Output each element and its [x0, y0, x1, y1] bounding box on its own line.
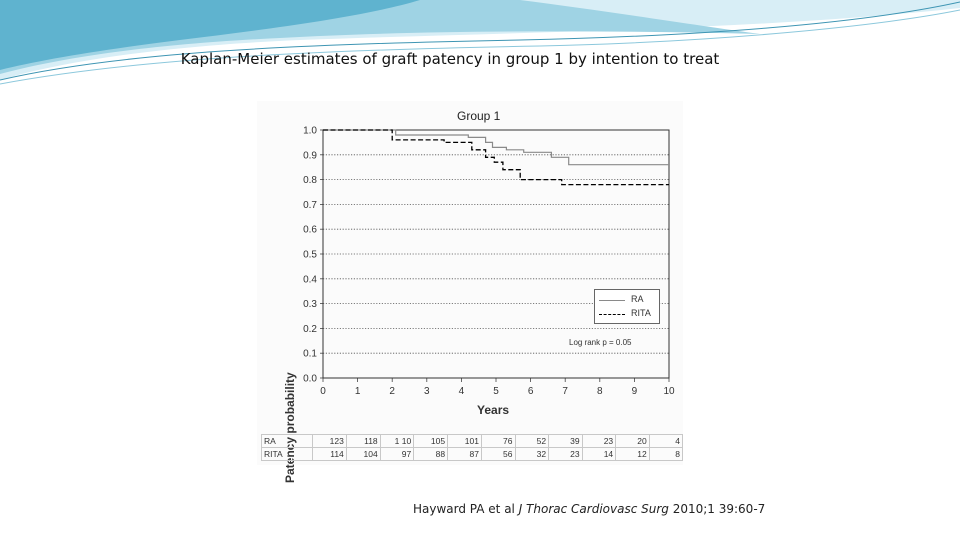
y-tick-label: 0.4: [303, 274, 317, 285]
y-tick-label: 0.2: [303, 324, 317, 335]
x-tick-label: 10: [663, 386, 675, 397]
x-tick-label: 7: [562, 386, 568, 397]
citation: Hayward PA et al J Thorac Cardiovasc Sur…: [413, 502, 765, 516]
risk-table: RA 123 118 1 10 105 101 76 52 39 23 20 4…: [261, 434, 684, 461]
y-tick-label: 0.1: [303, 349, 317, 360]
risk-cell: 1 10: [379, 434, 415, 448]
slide-title: Kaplan-Meier estimates of graft patency …: [180, 50, 720, 68]
risk-cell: 114: [311, 447, 347, 461]
legend-label-ra: RA: [631, 294, 644, 304]
x-tick-label: 3: [424, 386, 430, 397]
chart-legend: RA RITA: [594, 289, 660, 324]
x-tick-label: 2: [389, 386, 395, 397]
legend-swatch-ra: [599, 300, 625, 301]
risk-cell: 118: [345, 434, 381, 448]
x-axis-label: Years: [477, 403, 510, 417]
risk-cell: 87: [447, 447, 482, 461]
risk-cell: 88: [413, 447, 449, 461]
km-chart: 0.0 0.1 0.2 0.3 0.4 0.5 0.6 0.7 0.8 0.9 1.0 0 1 2 3 4 5 6…: [303, 126, 675, 398]
risk-row-ra: RA 123 118 1 10 105 101 76 52 39 23 20 4: [261, 434, 684, 448]
y-axis-label: Patency probability: [283, 372, 297, 483]
y-tick-label: 1.0: [303, 126, 317, 137]
risk-cell: 123: [311, 434, 347, 448]
x-tick-label: 0: [320, 386, 326, 397]
risk-cell: 23: [548, 447, 583, 461]
risk-row-label: RA: [261, 434, 313, 448]
chart-title: Group 1: [457, 109, 501, 123]
x-tick-label: 6: [528, 386, 534, 397]
y-tick-label: 0.7: [303, 200, 317, 211]
citation-journal: J Thorac Cardiovasc Surg: [518, 502, 669, 516]
series-line-ra: [323, 129, 669, 166]
series-line-rita: [323, 129, 669, 186]
risk-row-label: RITA: [261, 447, 313, 461]
y-tick-label: 0.6: [303, 225, 317, 236]
risk-cell: 23: [581, 434, 617, 448]
risk-cell: 14: [581, 447, 617, 461]
legend-swatch-rita: [599, 314, 625, 315]
risk-cell: 20: [615, 434, 650, 448]
x-tick-label: 9: [632, 386, 638, 397]
x-tick-label: 4: [459, 386, 465, 397]
y-tick-label: 0.3: [303, 299, 317, 310]
y-tick-label: 0.8: [303, 175, 317, 186]
risk-cell: 104: [345, 447, 381, 461]
x-tick-label: 1: [355, 386, 361, 397]
risk-cell: 101: [447, 434, 482, 448]
y-tick-label: 0.9: [303, 150, 317, 161]
x-tick-label: 5: [493, 386, 499, 397]
risk-cell: 52: [514, 434, 550, 448]
risk-cell: 105: [413, 434, 449, 448]
risk-cell: 32: [514, 447, 550, 461]
risk-row-rita: RITA 114 104 97 88 87 56 32 23 14 12 8: [261, 447, 684, 461]
citation-authors: Hayward PA et al: [413, 502, 519, 516]
y-tick-label: 0.0: [303, 374, 317, 385]
header-banner-decoration: [0, 0, 960, 85]
risk-cell: 39: [548, 434, 583, 448]
risk-cell: 76: [480, 434, 516, 448]
y-tick-label: 0.5: [303, 250, 317, 261]
legend-label-rita: RITA: [631, 308, 651, 318]
risk-cell: 56: [480, 447, 516, 461]
risk-cell: 4: [648, 434, 684, 448]
risk-cell: 12: [615, 447, 650, 461]
citation-volume: 2010;1 39:60-7: [668, 502, 766, 516]
risk-cell: 8: [648, 447, 684, 461]
km-figure: 0.0 0.1 0.2 0.3 0.4 0.5 0.6 0.7 0.8 0.9 1.0 0 1 2 3 4 5 6…: [257, 101, 684, 483]
risk-cell: 97: [379, 447, 415, 461]
x-tick-label: 8: [597, 386, 603, 397]
plot-frame: [322, 129, 670, 379]
logrank-annotation: Log rank p = 0.05: [569, 338, 632, 347]
